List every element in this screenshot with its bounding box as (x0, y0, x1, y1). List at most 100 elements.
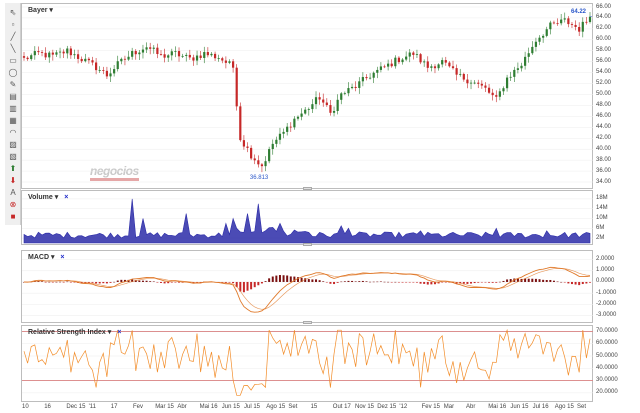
x-tick-label: '11 (88, 404, 96, 410)
macd-histogram-bar (149, 281, 152, 282)
macd-panel[interactable]: MACD ▾ × (21, 250, 593, 324)
macd-histogram-bar (80, 281, 83, 284)
fibonacci-icon[interactable]: ▥ (9, 103, 17, 113)
macd-histogram-bar (394, 281, 397, 283)
macd-histogram-bar (69, 281, 72, 283)
candlestick (145, 47, 148, 50)
macd-histogram-bar (41, 281, 44, 282)
y-tick-label: 54.00 (596, 69, 612, 76)
close-icon[interactable]: × (60, 254, 65, 261)
y-tick-label: 70.0000 (596, 327, 618, 334)
macd-panel-title[interactable]: MACD ▾ × (28, 253, 65, 261)
macd-histogram-bar (48, 281, 51, 283)
macd-title[interactable]: MACD (28, 254, 49, 261)
macd-histogram-bar (278, 275, 281, 282)
rsi-title[interactable]: Relative Strength Index (28, 329, 106, 336)
candlestick (278, 133, 282, 140)
candlestick (167, 55, 170, 58)
macd-histogram-bar (466, 281, 469, 284)
candlestick (231, 61, 235, 68)
candlestick (203, 52, 206, 58)
candlestick (250, 147, 253, 159)
y-tick-label: 60.0000 (596, 340, 618, 347)
close-icon[interactable]: × (117, 329, 122, 336)
candlestick (58, 51, 62, 53)
rsi-panel[interactable]: Relative Strength Index ▾ × (21, 325, 593, 402)
color-icon[interactable]: ■ (10, 211, 16, 221)
macd-histogram-bar (271, 276, 274, 282)
volume-area (23, 198, 591, 244)
grid-icon[interactable]: ▦ (9, 115, 17, 125)
candlestick (87, 58, 90, 61)
rsi-panel-title[interactable]: Relative Strength Index ▾ × (28, 328, 121, 336)
volume-title[interactable]: Volume (28, 194, 53, 201)
volume-panel-title[interactable]: Volume ▾ × (28, 193, 68, 201)
macd-histogram-bar (134, 280, 137, 282)
candlestick (556, 23, 559, 25)
candlestick (336, 99, 339, 111)
macd-histogram-bar (91, 281, 94, 283)
text-icon[interactable]: A (10, 187, 16, 197)
macd-histogram-bar (441, 281, 444, 283)
panel-resize-handle[interactable] (303, 243, 312, 246)
candlestick (426, 61, 429, 68)
x-tick-label: Set (577, 404, 587, 410)
x-tick-label: 10 (22, 404, 29, 410)
macd-histogram-bar (232, 281, 235, 284)
macd-histogram-bar (289, 276, 292, 282)
arrow-up-icon[interactable]: ⬆ (9, 163, 17, 173)
macd-histogram-bar (484, 281, 487, 283)
candlestick (361, 77, 364, 82)
candlestick (105, 70, 109, 77)
price-panel-title[interactable]: Bayer ▾ (28, 6, 53, 14)
macd-histogram-bar (524, 278, 527, 282)
macd-histogram-bar (560, 281, 563, 283)
x-tick-label: Fev (133, 404, 144, 410)
close-icon[interactable]: × (64, 194, 69, 201)
brush-icon[interactable]: ▨ (9, 139, 17, 149)
candlestick (26, 57, 29, 60)
arc-icon[interactable]: ◠ (9, 127, 17, 137)
candlestick (545, 29, 548, 36)
macd-histogram-bar (462, 281, 465, 284)
x-tick-label: Abr (177, 404, 187, 410)
x-tick-label: Abr (466, 404, 476, 410)
macd-histogram-bar (379, 281, 382, 283)
chevron-down-icon[interactable]: ▾ (107, 329, 112, 336)
candlestick (397, 57, 401, 63)
pan-icon[interactable]: ▫ (11, 19, 15, 29)
chevron-down-icon[interactable]: ▾ (54, 194, 59, 201)
candlestick (206, 52, 209, 56)
cursor-icon[interactable]: ⇖ (9, 7, 17, 17)
y-tick-label: 34.00 (596, 178, 612, 185)
symbol-label[interactable]: Bayer (28, 7, 48, 14)
eraser-icon[interactable]: ▧ (9, 151, 17, 161)
ray-icon[interactable]: ╲ (10, 43, 16, 53)
line-icon[interactable]: ╱ (10, 31, 16, 41)
candlestick (563, 18, 566, 20)
candlestick (192, 57, 195, 61)
rectangle-icon[interactable]: ▭ (9, 55, 17, 65)
macd-histogram-bar (542, 279, 545, 282)
pencil-icon[interactable]: ✎ (9, 79, 17, 89)
candlestick (405, 56, 408, 60)
channel-icon[interactable]: ▤ (9, 91, 17, 101)
candlestick (509, 76, 512, 78)
chevron-down-icon[interactable]: ▾ (50, 254, 55, 261)
macd-histogram-bar (51, 281, 54, 283)
delete-icon[interactable]: ⊗ (9, 199, 17, 209)
panel-resize-handle[interactable] (303, 321, 312, 324)
macd-histogram-bar (123, 279, 126, 282)
macd-histogram-bar (141, 280, 144, 282)
ellipse-icon[interactable]: ◯ (8, 67, 18, 77)
candlestick (268, 149, 271, 162)
macd-histogram-bar (55, 281, 58, 283)
candlestick (62, 51, 65, 54)
arrow-down-icon[interactable]: ⬇ (9, 175, 17, 185)
price-chart-panel[interactable]: Bayer ▾ (21, 3, 593, 190)
chevron-down-icon[interactable]: ▾ (49, 7, 53, 14)
panel-resize-handle[interactable] (303, 187, 312, 190)
macd-histogram-bar (358, 281, 361, 282)
candlestick (527, 53, 530, 57)
macd-histogram-bar (242, 281, 245, 293)
